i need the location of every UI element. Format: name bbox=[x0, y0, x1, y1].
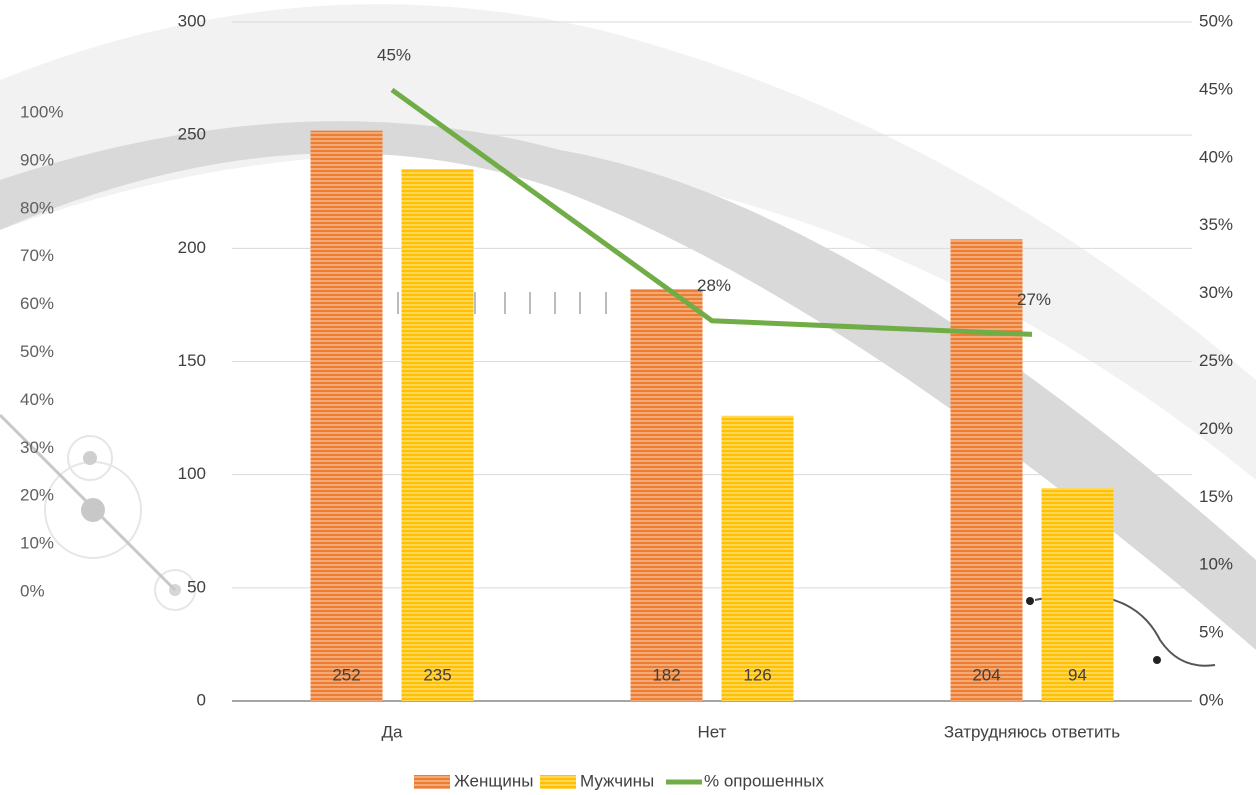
y2-tick-label: 10% bbox=[1199, 555, 1233, 574]
bar-texture bbox=[721, 415, 794, 701]
data-label: 28% bbox=[697, 276, 731, 295]
background-label: 30% bbox=[20, 438, 54, 457]
y-tick-label: 100 bbox=[178, 464, 206, 483]
bar-texture bbox=[950, 239, 1023, 701]
background-label: 100% bbox=[20, 102, 63, 121]
y-tick-label: 50 bbox=[187, 577, 206, 596]
background-label: 90% bbox=[20, 150, 54, 169]
background-label: 50% bbox=[20, 342, 54, 361]
y2-tick-label: 20% bbox=[1199, 419, 1233, 438]
y2-tick-label: 5% bbox=[1199, 623, 1224, 642]
y2-tick-label: 50% bbox=[1199, 11, 1233, 30]
y2-tick-label: 15% bbox=[1199, 487, 1233, 506]
data-label: 27% bbox=[1017, 290, 1051, 309]
data-label: 235 bbox=[423, 665, 451, 684]
legend-texture bbox=[540, 775, 576, 789]
data-label: 182 bbox=[652, 665, 680, 684]
y2-tick-label: 30% bbox=[1199, 283, 1233, 302]
background-label: 80% bbox=[20, 198, 54, 217]
data-label: 94 bbox=[1068, 665, 1087, 684]
background-label: 60% bbox=[20, 294, 54, 313]
y2-tick-label: 35% bbox=[1199, 215, 1233, 234]
x-tick-label: Нет bbox=[698, 722, 727, 741]
background-label: 20% bbox=[20, 486, 54, 505]
y-tick-label: 250 bbox=[178, 125, 206, 144]
y2-tick-label: 45% bbox=[1199, 79, 1233, 98]
y-tick-label: 150 bbox=[178, 351, 206, 370]
data-label: 45% bbox=[377, 45, 411, 64]
background-label: 10% bbox=[20, 534, 54, 553]
y2-tick-label: 0% bbox=[1199, 690, 1224, 709]
data-label: 252 bbox=[332, 665, 360, 684]
y2-tick-label: 40% bbox=[1199, 147, 1233, 166]
legend-label: Женщины bbox=[454, 771, 533, 790]
x-tick-label: Затрудняюсь ответить bbox=[944, 722, 1120, 741]
y-tick-label: 0 bbox=[197, 690, 206, 709]
bar-texture bbox=[401, 169, 474, 701]
legend-label: Мужчины bbox=[580, 771, 654, 790]
bar-texture bbox=[1041, 488, 1114, 701]
bar-texture bbox=[630, 289, 703, 701]
background-label: 70% bbox=[20, 246, 54, 265]
data-label: 126 bbox=[743, 665, 771, 684]
legend-label: % опрошенных bbox=[704, 771, 824, 790]
bar-texture bbox=[310, 130, 383, 701]
background-label: 0% bbox=[20, 581, 45, 600]
data-label: 204 bbox=[972, 665, 1000, 684]
y-tick-label: 200 bbox=[178, 238, 206, 257]
y2-tick-label: 25% bbox=[1199, 351, 1233, 370]
x-tick-label: Да bbox=[382, 722, 404, 741]
legend-texture bbox=[414, 775, 450, 789]
y-tick-label: 300 bbox=[178, 11, 206, 30]
background-label: 40% bbox=[20, 390, 54, 409]
line bbox=[390, 87, 1033, 337]
